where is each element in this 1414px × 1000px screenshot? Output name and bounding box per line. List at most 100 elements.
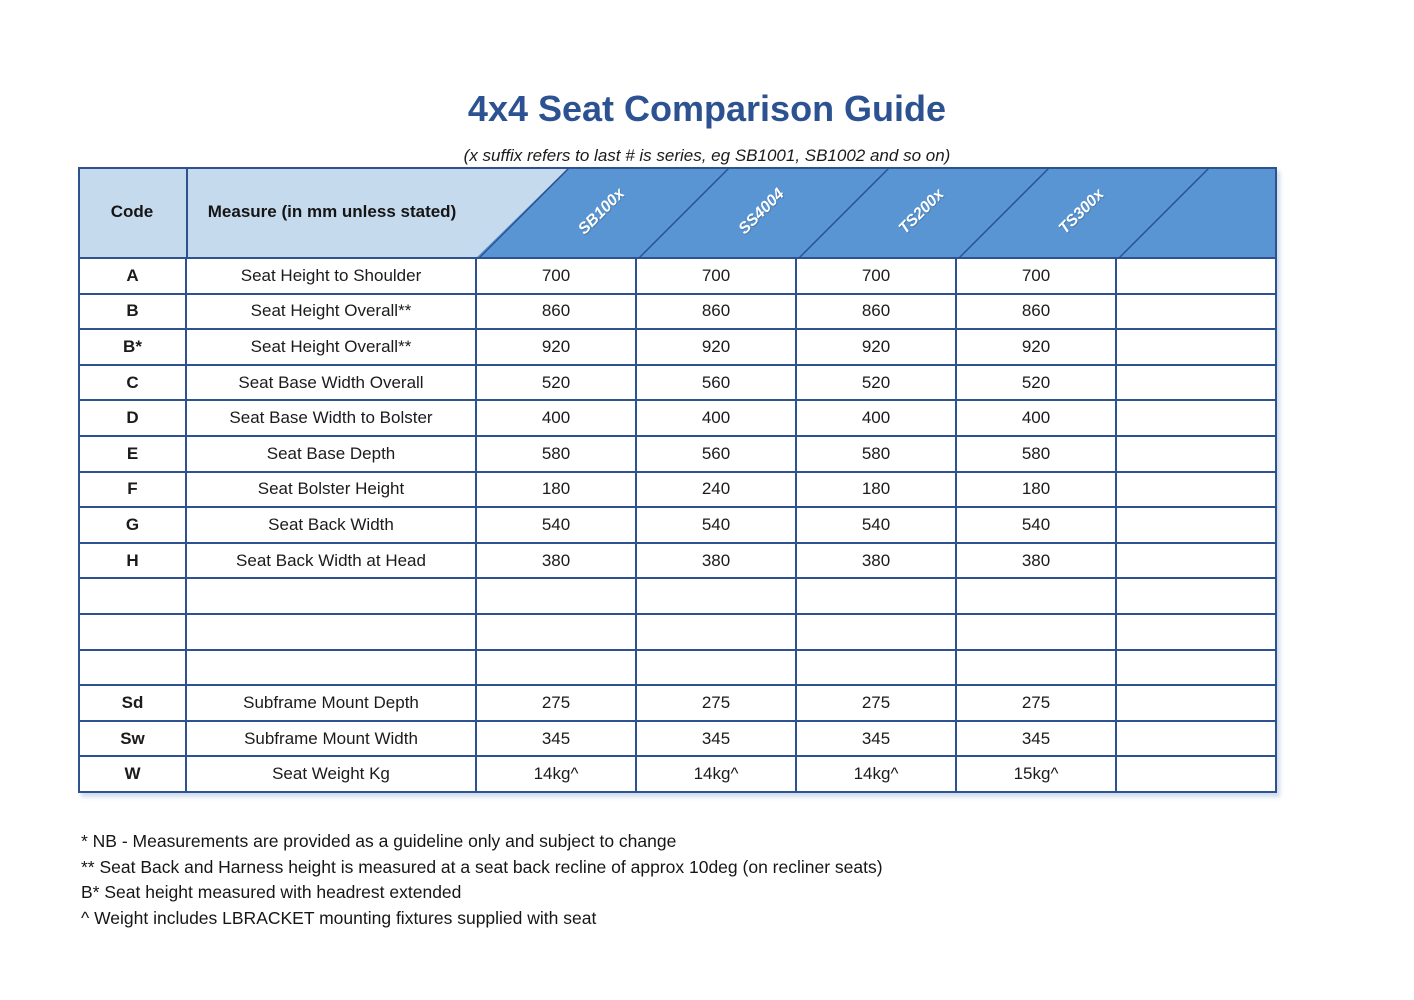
table-row-g: G Seat Back Width 540 540 540 540 — [78, 506, 1277, 544]
table-row-e: E Seat Base Depth 580 560 580 580 — [78, 434, 1277, 473]
cell-value — [955, 577, 1117, 615]
cell-value: 345 — [635, 719, 797, 758]
cell-value: 700 — [475, 257, 637, 295]
cell-code: D — [78, 399, 187, 437]
table-row-c: C Seat Base Width Overall 520 560 520 52… — [78, 363, 1277, 402]
cell-value — [475, 577, 637, 615]
cell-value: 580 — [475, 434, 637, 473]
cell-value: 380 — [475, 541, 637, 580]
cell-code: Sw — [78, 719, 187, 758]
cell-measure: Seat Height Overall** — [185, 292, 477, 331]
cell-measure: Subframe Mount Width — [185, 719, 477, 758]
cell-measure: Seat Bolster Height — [185, 470, 477, 509]
cell-value: 275 — [475, 684, 637, 722]
cell-code: B* — [78, 328, 187, 366]
cell-measure: Seat Base Depth — [185, 434, 477, 473]
table-row-b-star: B* Seat Height Overall** 920 920 920 920 — [78, 328, 1277, 366]
cell-value: 860 — [795, 292, 957, 331]
cell-value: 380 — [795, 541, 957, 580]
table-row-empty — [78, 648, 1277, 687]
cell-value: 14kg^ — [475, 755, 637, 793]
cell-value: 400 — [475, 399, 637, 437]
cell-code: B — [78, 292, 187, 331]
cell-value: 15kg^ — [955, 755, 1117, 793]
footnote-headrest: B* Seat height measured with headrest ex… — [81, 882, 462, 903]
cell-value — [635, 612, 797, 651]
cell-value: 400 — [955, 399, 1117, 437]
table-row-sd: Sd Subframe Mount Depth 275 275 275 275 — [78, 684, 1277, 722]
measure-column-header: Measure (in mm unless stated) — [207, 202, 457, 221]
cell-code: A — [78, 257, 187, 295]
cell-value: 275 — [955, 684, 1117, 722]
cell-value: 560 — [635, 434, 797, 473]
cell-value: 400 — [635, 399, 797, 437]
header-diagonal-background — [477, 169, 1275, 257]
footnote-weight: ^ Weight includes LBRACKET mounting fixt… — [81, 907, 597, 928]
cell-code: H — [78, 541, 187, 580]
cell-value — [1115, 648, 1277, 687]
cell-value: 380 — [635, 541, 797, 580]
cell-value: 520 — [795, 363, 957, 402]
cell-value — [1115, 399, 1277, 437]
cell-value: 920 — [635, 328, 797, 366]
table-row-d: D Seat Base Width to Bolster 400 400 400… — [78, 399, 1277, 437]
table-row-sw: Sw Subframe Mount Width 345 345 345 345 — [78, 719, 1277, 758]
cell-value — [795, 612, 957, 651]
table-row-a: A Seat Height to Shoulder 700 700 700 70… — [78, 257, 1277, 295]
cell-code: W — [78, 755, 187, 793]
cell-value: 540 — [795, 506, 957, 544]
cell-value — [635, 648, 797, 687]
footnote-guideline: * NB - Measurements are provided as a gu… — [81, 831, 677, 851]
cell-value: 860 — [635, 292, 797, 331]
cell-value: 14kg^ — [795, 755, 957, 793]
comparison-table: Code Measure (in mm unless stated) SB100… — [78, 167, 1277, 793]
cell-value: 180 — [475, 470, 637, 509]
cell-code — [78, 612, 187, 651]
table-row-w: W Seat Weight Kg 14kg^ 14kg^ 14kg^ 15kg^ — [78, 755, 1277, 793]
header-column-divider — [186, 169, 188, 257]
cell-value: 700 — [955, 257, 1117, 295]
cell-value: 520 — [955, 363, 1117, 402]
cell-value — [1115, 684, 1277, 722]
footnote-recline: ** Seat Back and Harness height is measu… — [81, 856, 883, 877]
cell-code: Sd — [78, 684, 187, 722]
cell-value: 400 — [795, 399, 957, 437]
cell-value: 560 — [635, 363, 797, 402]
cell-measure — [185, 612, 477, 651]
cell-value: 580 — [955, 434, 1117, 473]
cell-value: 345 — [475, 719, 637, 758]
footnotes: * NB - Measurements are provided as a gu… — [81, 829, 883, 931]
cell-value — [955, 612, 1117, 651]
cell-measure: Seat Height to Shoulder — [185, 257, 477, 295]
cell-value: 180 — [795, 470, 957, 509]
cell-measure: Seat Weight Kg — [185, 755, 477, 793]
page-subtitle: (x suffix refers to last # is series, eg… — [463, 146, 951, 165]
cell-value: 540 — [955, 506, 1117, 544]
cell-value — [1115, 577, 1277, 615]
cell-value — [1115, 719, 1277, 758]
cell-measure: Seat Back Width — [185, 506, 477, 544]
cell-code: E — [78, 434, 187, 473]
cell-value — [475, 648, 637, 687]
cell-value — [955, 648, 1117, 687]
cell-value: 920 — [795, 328, 957, 366]
cell-value: 700 — [635, 257, 797, 295]
code-column-header: Code — [110, 202, 154, 221]
cell-value: 275 — [635, 684, 797, 722]
cell-value: 180 — [955, 470, 1117, 509]
cell-measure — [185, 577, 477, 615]
cell-value — [1115, 470, 1277, 509]
cell-value — [1115, 292, 1277, 331]
cell-measure: Seat Height Overall** — [185, 328, 477, 366]
page-title: 4x4 Seat Comparison Guide — [467, 88, 947, 129]
cell-value — [1115, 434, 1277, 473]
cell-value — [1115, 363, 1277, 402]
cell-value — [1115, 612, 1277, 651]
cell-value: 540 — [635, 506, 797, 544]
cell-value — [795, 648, 957, 687]
cell-value: 920 — [475, 328, 637, 366]
cell-value: 380 — [955, 541, 1117, 580]
table-row-empty — [78, 577, 1277, 615]
cell-code — [78, 577, 187, 615]
